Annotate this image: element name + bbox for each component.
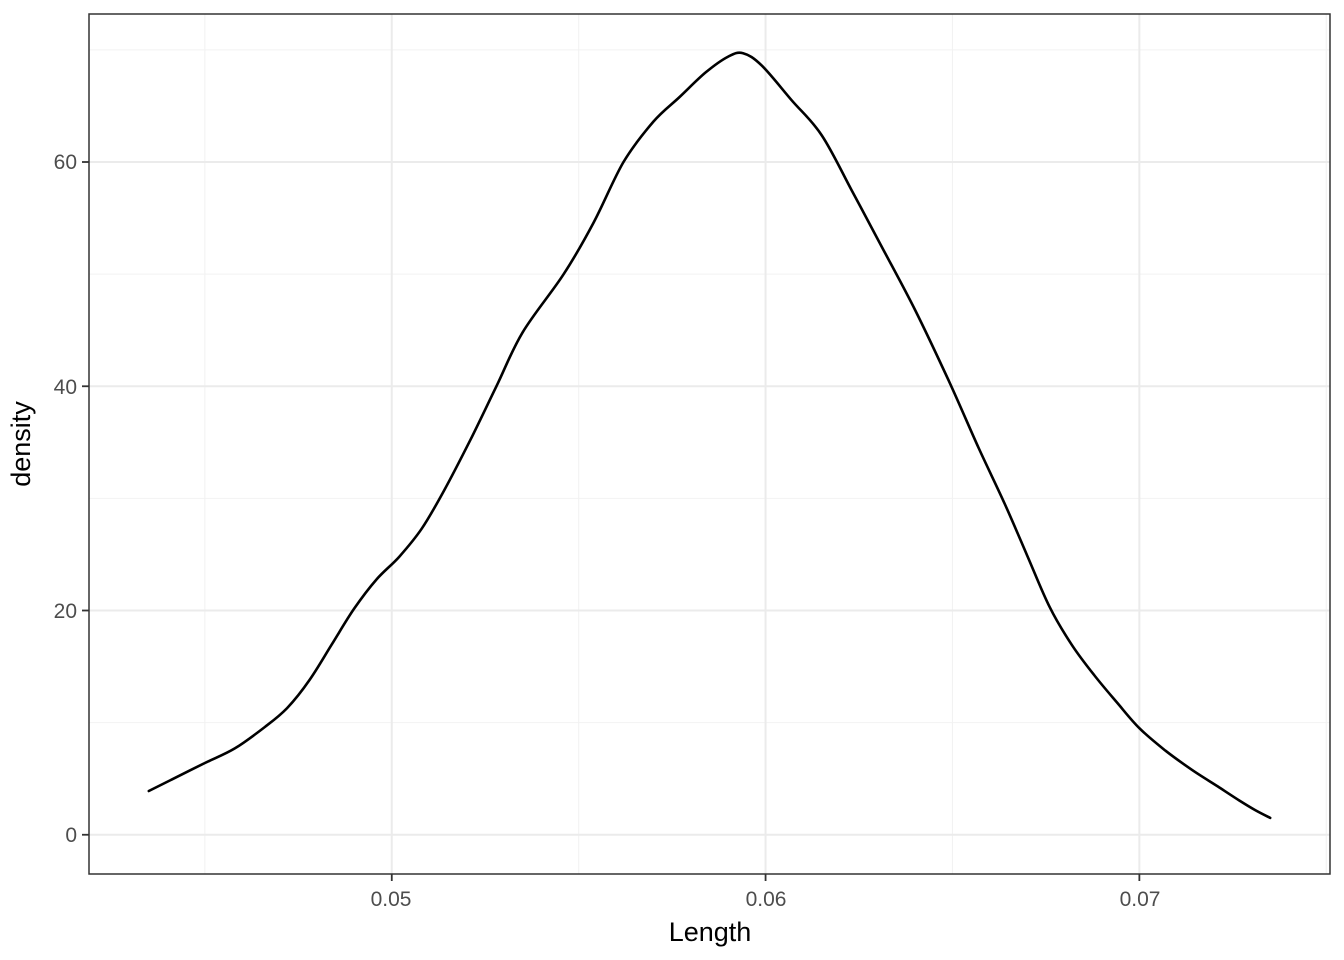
x-tick-label-1: 0.05: [371, 888, 412, 911]
density-curve: [147, 51, 1272, 820]
y-axis-title: density: [6, 401, 36, 487]
y-axis-tick-labels: 0 20 40 60: [54, 151, 77, 847]
x-tick-label-3: 0.07: [1120, 888, 1161, 911]
axis-tick-marks: [82, 161, 1141, 881]
y-tick-label-60: 60: [54, 151, 77, 174]
x-axis-tick-labels: 0.05 0.06 0.07: [371, 888, 1161, 911]
minor-gridlines: [89, 14, 1330, 874]
y-tick-label-40: 40: [54, 376, 77, 399]
major-gridlines: [89, 14, 1330, 874]
y-tick-label-0: 0: [65, 824, 77, 847]
y-tick-label-20: 20: [54, 600, 77, 623]
x-axis-title: Length: [669, 917, 752, 947]
panel-border: [88, 13, 1331, 875]
x-tick-label-2: 0.06: [746, 888, 787, 911]
